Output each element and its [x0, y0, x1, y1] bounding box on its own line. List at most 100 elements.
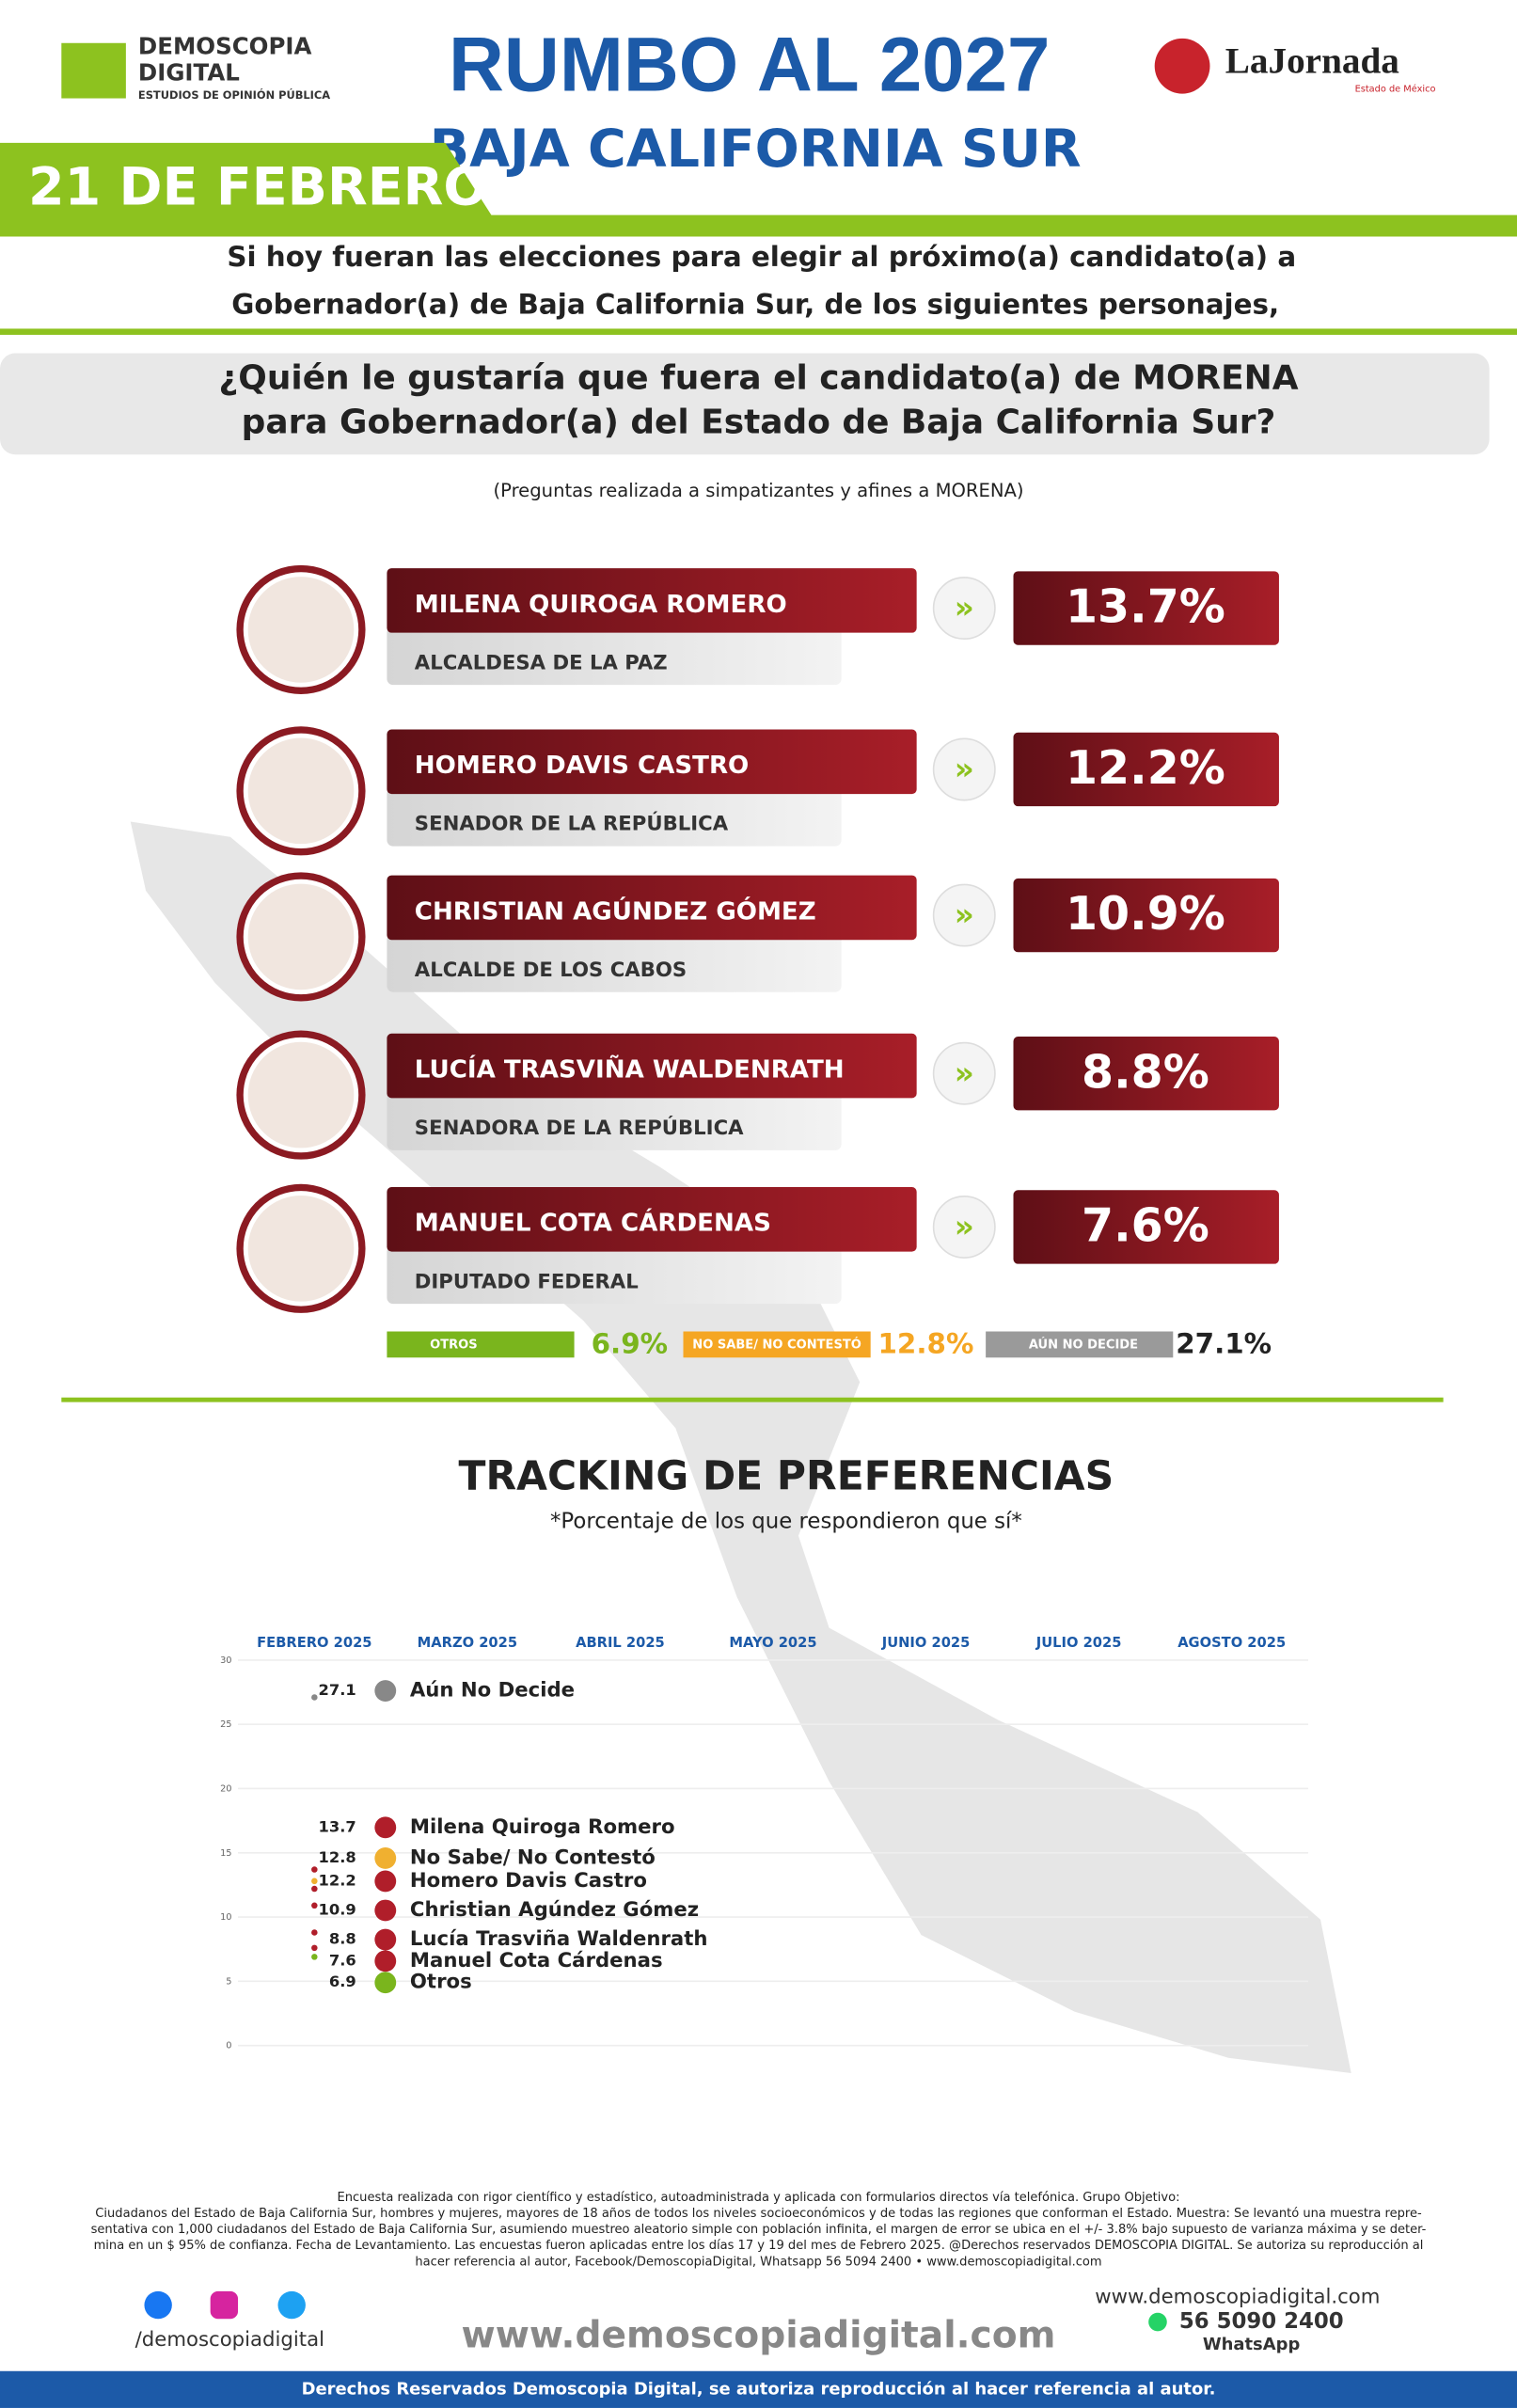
x-tick-label: MARZO 2025 — [418, 1635, 517, 1651]
result: 8.8% — [1082, 1045, 1209, 1099]
subtitle: BAJA CALIFORNIA SUR — [430, 119, 1082, 180]
result: 7.6% — [1082, 1199, 1209, 1253]
point — [311, 1929, 318, 1936]
y-tick-label: 5 — [226, 1976, 231, 1987]
logo-mark — [61, 42, 126, 99]
result-box — [1013, 878, 1279, 953]
arrow-circle — [932, 737, 996, 801]
arrow: » — [955, 1209, 974, 1244]
result-box — [1013, 1037, 1279, 1111]
y-tick-label: 25 — [220, 1719, 231, 1730]
candidate-name: CHRISTIAN AGÚNDEZ GÓMEZ — [415, 895, 816, 926]
chart-subtitle: *Porcentaje de los que respondieron que … — [550, 1509, 1022, 1533]
photo — [243, 1191, 359, 1307]
divider — [0, 328, 1517, 335]
rights-band — [0, 2370, 1517, 2408]
candidate-name: MILENA QUIROGA ROMERO — [415, 591, 787, 619]
x-tick-label: FEBRERO 2025 — [257, 1635, 371, 1651]
legend-icon — [374, 1972, 397, 1994]
website[interactable]: www.demoscopiadigital.com — [462, 2314, 1056, 2356]
y-tick-label: 15 — [220, 1848, 231, 1859]
role-bar — [387, 626, 842, 686]
arrow-circle — [932, 1196, 996, 1259]
point — [311, 1885, 318, 1893]
legend-label: Lucía Trasviña Waldenrath — [410, 1927, 708, 1951]
methodology: hacer referencia al autor, Facebook/Demo… — [415, 2255, 1101, 2269]
legend-label: Milena Quiroga Romero — [410, 1815, 675, 1839]
whatsapp-icon — [1148, 2312, 1167, 2332]
brand-sub: ESTUDIOS DE OPINIÓN PÚBLICA — [138, 87, 330, 102]
legend-label: Homero Davis Castro — [410, 1869, 647, 1893]
twitter-icon[interactable] — [277, 2290, 306, 2320]
methodology: Ciudadanos del Estado de Baja California… — [95, 2207, 1422, 2221]
other-bar — [986, 1331, 1174, 1358]
x-tick-label: JULIO 2025 — [1035, 1635, 1122, 1651]
name-bar — [387, 1187, 917, 1252]
point — [311, 1866, 318, 1873]
name-bar — [387, 875, 917, 941]
whatsapp: WhatsApp — [1203, 2335, 1301, 2354]
point-label: 10.9 — [319, 1900, 356, 1918]
methodology: mina en un $ 95% de confianza. Fecha de … — [94, 2239, 1424, 2253]
divider — [61, 1397, 1444, 1402]
arrow-circle — [932, 883, 996, 947]
other-result: 12.8% — [877, 1328, 973, 1360]
candidate-role: SENADOR DE LA REPÚBLICA — [415, 812, 729, 836]
legend-label: Manuel Cota Cárdenas — [410, 1949, 663, 1972]
other-name: AÚN NO DECIDE — [1029, 1338, 1138, 1353]
result-box — [1013, 571, 1279, 645]
candidate-role: ALCALDESA DE LA PAZ — [415, 651, 668, 674]
other-name: NO SABE/ NO CONTESTÓ — [692, 1338, 861, 1353]
legend-icon — [374, 1928, 397, 1951]
legend-label: No Sabe/ No Contestó — [410, 1846, 656, 1869]
partner: LaJornada — [1225, 41, 1399, 82]
photo — [243, 879, 359, 995]
candidate-role: DIPUTADO FEDERAL — [415, 1270, 639, 1293]
result: 12.2% — [1066, 741, 1225, 795]
point-label: 6.9 — [329, 1972, 356, 1990]
rights: Derechos Reservados Demoscopia Digital, … — [302, 2379, 1216, 2399]
y-tick-label: 10 — [220, 1912, 231, 1923]
other-bar — [387, 1331, 575, 1358]
y-tick-label: 30 — [220, 1656, 231, 1666]
candidate-name: HOMERO DAVIS CASTRO — [415, 752, 749, 780]
y-tick-label: 20 — [220, 1783, 231, 1794]
other-name: OTROS — [430, 1339, 478, 1353]
website-small: www.demoscopiadigital.com — [1095, 2285, 1380, 2308]
instagram-icon[interactable] — [210, 2290, 239, 2320]
point-label: 27.1 — [319, 1681, 356, 1699]
name-bar — [387, 568, 917, 633]
question: ¿Quién le gustaría que fuera el candidat… — [218, 358, 1298, 397]
arrow-circle — [932, 577, 996, 641]
legend-icon — [374, 1816, 397, 1839]
x-tick-label: MAYO 2025 — [729, 1635, 816, 1651]
result: 13.7% — [1066, 580, 1225, 634]
legend-icon — [374, 1899, 397, 1922]
photo — [243, 1037, 359, 1153]
x-tick-label: ABRIL 2025 — [576, 1635, 665, 1651]
legend-icon — [374, 1950, 397, 1972]
intro: Gobernador(a) de Baja California Sur, de… — [231, 288, 1279, 320]
x-tick-label: JUNIO 2025 — [881, 1635, 971, 1651]
date: 21 DE FEBRERO — [28, 157, 488, 218]
name-bar — [387, 729, 917, 795]
role-bar — [387, 933, 842, 992]
role-bar — [387, 787, 842, 847]
role-bar — [387, 1091, 842, 1150]
candidate-role: SENADORA DE LA REPÚBLICA — [415, 1116, 744, 1140]
arrow-circle — [932, 1041, 996, 1105]
brand: DEMOSCOPIA — [138, 33, 312, 60]
question-box — [0, 353, 1490, 455]
candidate-name: MANUEL COTA CÁRDENAS — [415, 1208, 771, 1238]
result-box — [1013, 732, 1279, 807]
brand: DIGITAL — [138, 58, 240, 86]
legend-icon — [374, 1870, 397, 1893]
facebook-icon[interactable] — [144, 2290, 172, 2320]
other-result: 6.9% — [592, 1328, 668, 1360]
point-label: 13.7 — [319, 1817, 356, 1835]
role-bar — [387, 1245, 842, 1305]
other-bar — [683, 1331, 871, 1358]
arrow: » — [955, 897, 974, 933]
